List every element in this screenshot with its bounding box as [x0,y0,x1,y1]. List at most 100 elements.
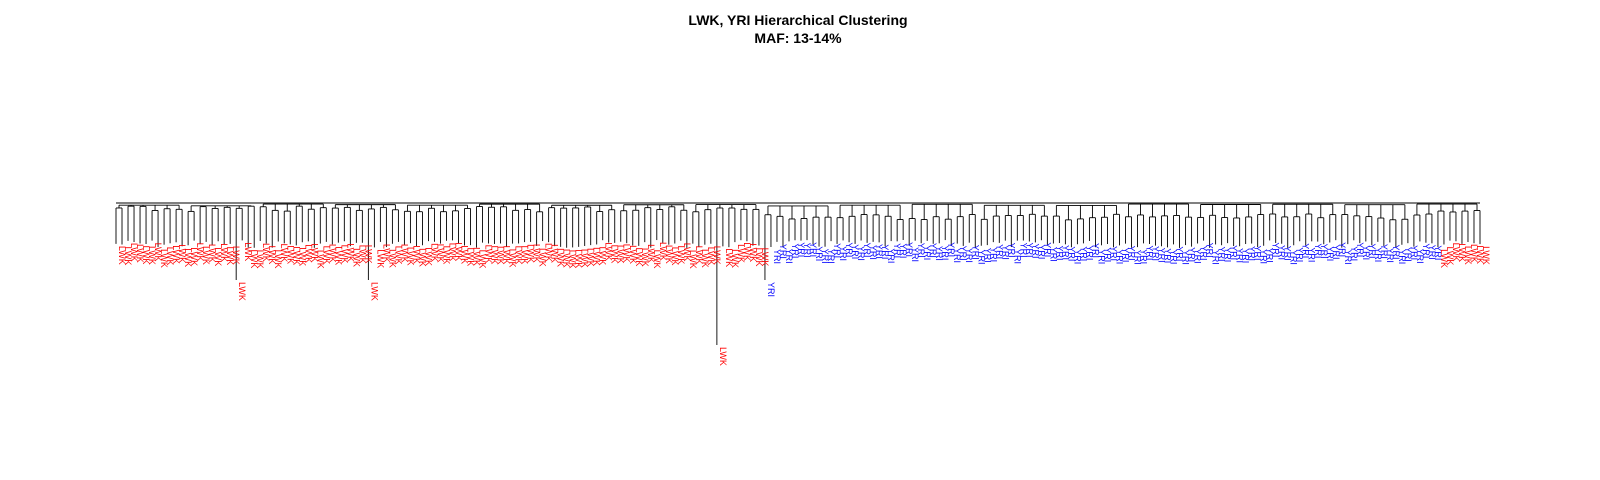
leaf-label-yri: YRI [1108,246,1118,261]
leaf-label-lwk: LWK [1481,246,1491,265]
leaf-label-yri: YRI [1421,243,1431,258]
leaf-label-yri: YRI [1379,244,1389,259]
leaf-label-lwk: LWK [393,246,403,265]
leaf-label-yri: YRI [970,245,980,260]
leaf-label-yri: YRI [1211,250,1221,265]
leaf-label-lwk: LWK [291,246,301,265]
leaf-label-yri: YRI [1205,243,1215,258]
leaf-label-yri: YRI [1367,243,1377,258]
leaf-label-yri: YRI [832,243,842,258]
leaf-label-lwk: LWK [598,246,608,265]
leaf-label-yri: YRI [928,243,938,258]
leaf-label-yri: YRI [910,247,920,262]
leaf-label-yri: YRI [1391,244,1401,259]
leaf-label-yri: YRI [958,246,968,261]
leaf-label-lwk: LWK [724,248,734,267]
leaf-label-lwk: LWK [429,243,439,262]
leaf-label-lwk: LWK [237,282,247,301]
leaf-label-lwk: LWK [1445,247,1455,266]
leaf-label-lwk: LWK [195,243,205,262]
leaf-label-lwk: LWK [682,243,692,262]
leaf-label-yri: YRI [1024,243,1034,258]
leaf-label-yri: YRI [1295,247,1305,262]
leaf-label-lwk: LWK [159,249,169,268]
leaf-label-yri: YRI [826,249,836,264]
leaf-label-yri: YRI [886,248,896,263]
leaf-label-lwk: LWK [327,244,337,263]
leaf-label-yri: YRI [1132,250,1142,265]
leaf-label-yri: YRI [808,242,818,257]
leaf-label-lwk: LWK [658,242,668,261]
leaf-label-lwk: LWK [303,244,313,263]
leaf-label-yri: YRI [1427,245,1437,260]
leaf-label-lwk: LWK [117,246,127,265]
leaf-label-yri: YRI [874,244,884,259]
leaf-label-yri: YRI [802,243,812,258]
leaf-label-yri: YRI [1036,244,1046,259]
leaf-label-lwk: LWK [616,245,626,264]
leaf-label-yri: YRI [1373,247,1383,262]
leaf-label-lwk: LWK [381,244,391,263]
leaf-label-yri: YRI [862,243,872,258]
leaf-label-yri: YRI [916,243,926,258]
leaf-label-yri: YRI [1018,243,1028,258]
leaf-label-yri: YRI [1415,249,1425,264]
leaf-label-yri: YRI [922,245,932,260]
leaf-label-yri: YRI [766,282,776,297]
leaf-label-yri: YRI [1265,248,1275,263]
leaf-label-yri: YRI [904,242,914,257]
leaf-label-lwk: LWK [153,243,163,262]
leaf-label-lwk: LWK [357,245,367,264]
leaf-label-lwk: LWK [333,246,343,265]
leaf-label-yri: YRI [1217,246,1227,261]
leaf-label-lwk: LWK [339,245,349,264]
leaf-label-lwk: LWK [1457,243,1467,262]
leaf-label-yri: YRI [898,243,908,258]
leaf-label-lwk: LWK [345,243,355,262]
leaf-label-lwk: LWK [1469,244,1479,263]
leaf-label-lwk: LWK [213,247,223,266]
leaf-label-lwk: LWK [411,245,421,264]
leaf-label-lwk: LWK [760,248,770,267]
leaf-label-lwk: LWK [351,248,361,267]
leaf-label-yri: YRI [1253,246,1263,261]
leaf-label-lwk: LWK [147,246,157,265]
leaf-label-yri: YRI [1145,245,1155,260]
leaf-label-lwk: LWK [171,245,181,264]
leaf-label-lwk: LWK [556,248,566,267]
leaf-label-lwk: LWK [742,242,752,261]
leaf-label-lwk: LWK [508,249,518,268]
leaf-label-lwk: LWK [688,250,698,269]
leaf-label-yri: YRI [1283,246,1293,261]
leaf-label-yri: YRI [856,246,866,261]
leaf-label-yri: YRI [1325,246,1335,261]
leaf-label-lwk: LWK [628,245,638,264]
leaf-label-yri: YRI [1319,244,1329,259]
leaf-label-yri: YRI [1193,249,1203,264]
leaf-label-lwk: LWK [387,249,397,268]
leaf-label-yri: YRI [994,244,1004,259]
leaf-label-lwk: LWK [1463,246,1473,265]
leaf-label-yri: YRI [934,246,944,261]
leaf-label-yri: YRI [1361,245,1371,260]
dendrogram-branches [115,202,1481,345]
leaf-label-lwk: LWK [490,246,500,265]
leaf-label-yri: YRI [1181,250,1191,265]
leaf-label-lwk: LWK [447,243,457,262]
leaf-label-lwk: LWK [700,249,710,268]
leaf-label-lwk: LWK [123,246,133,265]
leaf-label-lwk: LWK [460,245,470,264]
leaf-label-lwk: LWK [201,246,211,265]
leaf-label-yri: YRI [1169,249,1179,264]
leaf-label-yri: YRI [850,244,860,259]
leaf-label-yri: YRI [1241,248,1251,263]
leaf-label-lwk: LWK [369,282,379,301]
leaf-label-yri: YRI [1229,245,1239,260]
leaf-label-lwk: LWK [580,249,590,268]
leaf-label-yri: YRI [1175,246,1185,261]
leaf-label-yri: YRI [1397,249,1407,264]
leaf-label-yri: YRI [1078,246,1088,261]
leaf-label-lwk: LWK [1451,243,1461,262]
leaf-label-lwk: LWK [243,242,253,261]
